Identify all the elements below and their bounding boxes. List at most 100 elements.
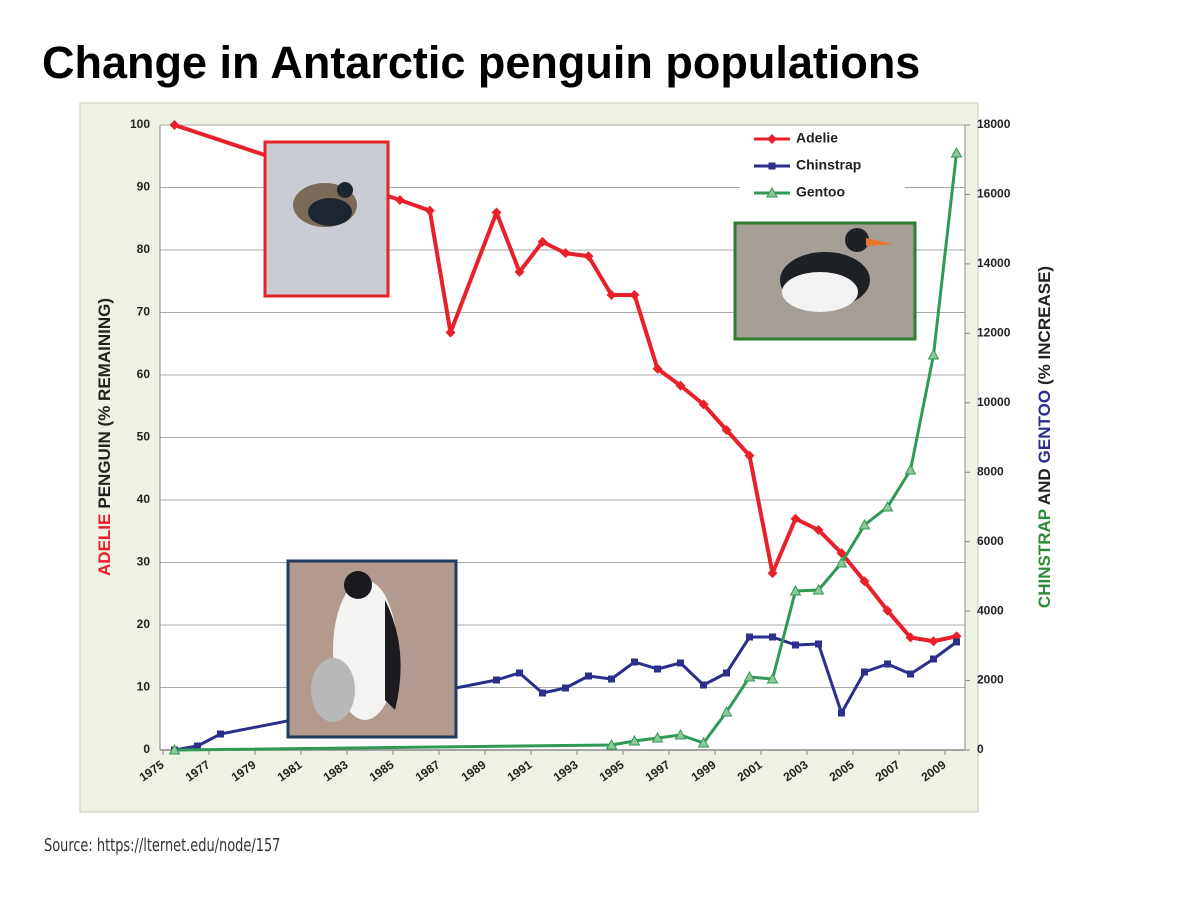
y-tick-label: 90 — [137, 180, 151, 194]
point — [744, 450, 755, 461]
point — [721, 425, 732, 435]
point — [767, 568, 778, 579]
y2-tick-label: 16000 — [977, 187, 1011, 201]
point — [950, 146, 963, 158]
point — [585, 672, 592, 680]
y2-axis-label-part: (% INCREASE) — [1035, 266, 1054, 385]
point — [882, 605, 893, 616]
point — [424, 205, 435, 216]
point — [629, 290, 640, 300]
adelie-photo — [263, 140, 390, 298]
y-tick-label: 80 — [137, 242, 151, 256]
point — [767, 134, 777, 144]
point — [790, 513, 801, 524]
point — [493, 676, 500, 684]
point — [792, 641, 799, 649]
y2-tick-label: 6000 — [977, 534, 1004, 548]
photo-shape — [344, 571, 372, 599]
point — [651, 731, 664, 743]
point — [789, 584, 802, 596]
chinstrap-photo — [286, 559, 458, 739]
y2-tick-label: 14000 — [977, 256, 1011, 270]
point — [768, 162, 776, 170]
y-axis-label-part: ADELIE — [95, 514, 114, 576]
point — [194, 742, 201, 750]
point — [930, 655, 937, 663]
y2-tick-label: 2000 — [977, 673, 1004, 687]
point — [953, 638, 960, 646]
y-tick-label: 20 — [137, 617, 151, 631]
point — [583, 251, 594, 262]
point — [746, 633, 753, 641]
point — [905, 632, 916, 643]
y-tick-label: 60 — [137, 367, 151, 381]
point — [836, 548, 847, 559]
point — [859, 576, 870, 587]
y2-tick-label: 4000 — [977, 603, 1004, 617]
y-axis-label: ADELIE PENGUIN (% REMAINING) — [95, 298, 114, 576]
point — [812, 583, 825, 595]
point — [562, 684, 569, 692]
point — [907, 670, 914, 678]
y-tick-label: 50 — [137, 430, 151, 444]
point — [491, 207, 502, 218]
point — [537, 236, 548, 247]
y2-axis-label: CHINSTRAP AND GENTOO (% INCREASE) — [1035, 266, 1054, 608]
point — [700, 681, 707, 689]
chart-title: Change in Antarctic penguin populations — [42, 37, 920, 88]
point — [884, 660, 891, 668]
legend-box — [740, 128, 905, 208]
point — [743, 670, 756, 682]
point — [813, 525, 824, 535]
legend-label: Chinstrap — [796, 157, 861, 173]
y-tick-label: 70 — [137, 305, 151, 319]
point — [168, 743, 181, 755]
photo-shape — [337, 182, 353, 198]
y2-tick-label: 8000 — [977, 464, 1004, 478]
point — [723, 669, 730, 677]
point — [606, 290, 617, 300]
point — [516, 669, 523, 677]
point — [769, 633, 776, 641]
point — [674, 728, 687, 740]
y-axis-label-part: PENGUIN (% REMAINING) — [95, 298, 114, 509]
y-tick-label: 40 — [137, 492, 151, 506]
point — [927, 348, 940, 360]
y2-tick-label: 10000 — [977, 395, 1011, 409]
legend-label: Adelie — [796, 130, 838, 146]
point — [861, 668, 868, 676]
point — [835, 556, 848, 568]
point — [720, 705, 733, 717]
photo-shape — [385, 600, 401, 710]
y-tick-label: 10 — [137, 680, 151, 694]
legend-label: Gentoo — [796, 184, 845, 200]
y-tick-label: 0 — [143, 742, 150, 756]
gentoo-photo — [733, 221, 917, 341]
point — [766, 672, 779, 684]
photo-shape — [866, 238, 893, 246]
point — [514, 266, 525, 277]
point — [928, 636, 939, 647]
y2-tick-label: 0 — [977, 742, 984, 756]
point — [675, 380, 686, 391]
point — [608, 675, 615, 683]
y2-axis-label-part: CHINSTRAP — [1035, 509, 1054, 608]
y-tick-label: 100 — [130, 117, 150, 131]
point — [881, 500, 894, 512]
source-note: Source: https://lternet.edu/node/157 — [44, 834, 280, 855]
photo-shape — [308, 198, 352, 226]
point — [677, 659, 684, 667]
point — [838, 709, 845, 717]
point — [445, 327, 456, 338]
point — [652, 363, 663, 374]
point — [539, 689, 546, 697]
point — [394, 195, 405, 205]
photo-shape — [845, 228, 869, 252]
y2-axis-label-part: GENTOO — [1035, 390, 1054, 463]
photo-shape — [311, 658, 355, 722]
point — [698, 399, 709, 410]
y-tick-label: 30 — [137, 555, 151, 569]
point — [654, 665, 661, 673]
